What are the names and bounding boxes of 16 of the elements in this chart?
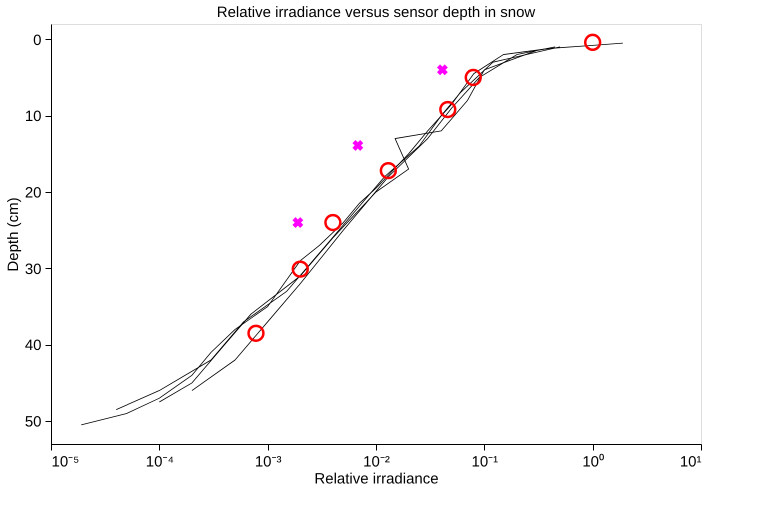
x-tick-label: 10¹	[680, 454, 702, 470]
chart-title: Relative irradiance versus sensor depth in snow	[216, 4, 536, 21]
x-tick-label: 10⁻¹	[471, 454, 498, 470]
x-tick-label: 10⁻⁴	[146, 454, 174, 470]
y-axis-title: Depth (cm)	[4, 197, 22, 272]
y-tick-label: 0	[33, 32, 42, 49]
x-tick-label: 10⁻⁵	[52, 454, 80, 470]
y-tick-label: 50	[24, 414, 42, 431]
x-tick-label: 10⁻³	[254, 454, 282, 470]
y-tick-label: 30	[24, 260, 42, 278]
x-axis-title: Relative irradiance	[314, 470, 439, 488]
x-tick-label: 10⁰	[582, 454, 604, 470]
y-tick-label: 10	[24, 108, 42, 126]
x-tick-label: 10⁻²	[363, 454, 390, 470]
y-tick-label: 20	[24, 184, 42, 202]
y-tick-label: 40	[24, 337, 42, 354]
